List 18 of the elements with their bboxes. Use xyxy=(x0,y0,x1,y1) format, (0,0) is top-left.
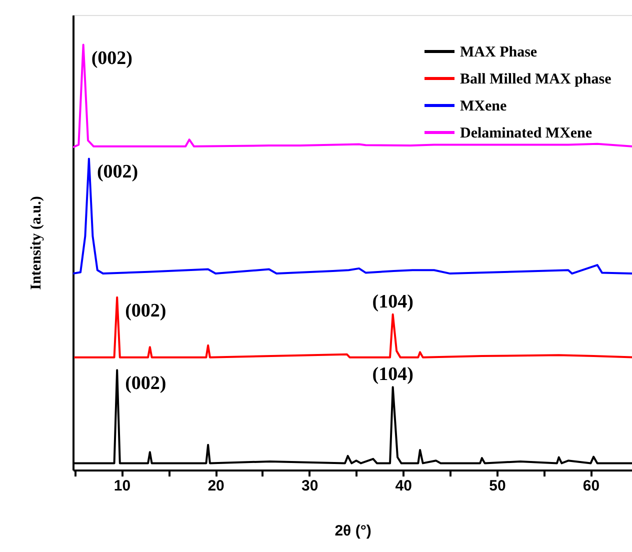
x-axis-title: 2θ (°) xyxy=(334,522,372,540)
annotation: (104) xyxy=(372,364,414,386)
x-tick-label: 10 xyxy=(114,478,131,494)
legend-label: Ball Milled MAX phase xyxy=(460,72,612,88)
x-tick-label: 30 xyxy=(302,478,318,494)
annotation: (104) xyxy=(372,291,414,312)
annotation: (002) xyxy=(96,162,138,183)
annotation: (002) xyxy=(125,300,166,322)
x-tick-label: 50 xyxy=(489,478,506,494)
legend-label: MXene xyxy=(460,98,507,114)
x-tick-label: 20 xyxy=(208,478,224,494)
annotation: (002) xyxy=(91,48,132,69)
y-axis-title: Intensity (a.u.) xyxy=(28,196,44,290)
legend-label: Delaminated MXene xyxy=(460,126,592,142)
x-tick-label: 40 xyxy=(395,478,412,494)
annotation: (002) xyxy=(125,373,166,394)
legend-label: MAX Phase xyxy=(460,44,538,60)
x-tick-label: 60 xyxy=(582,478,600,494)
